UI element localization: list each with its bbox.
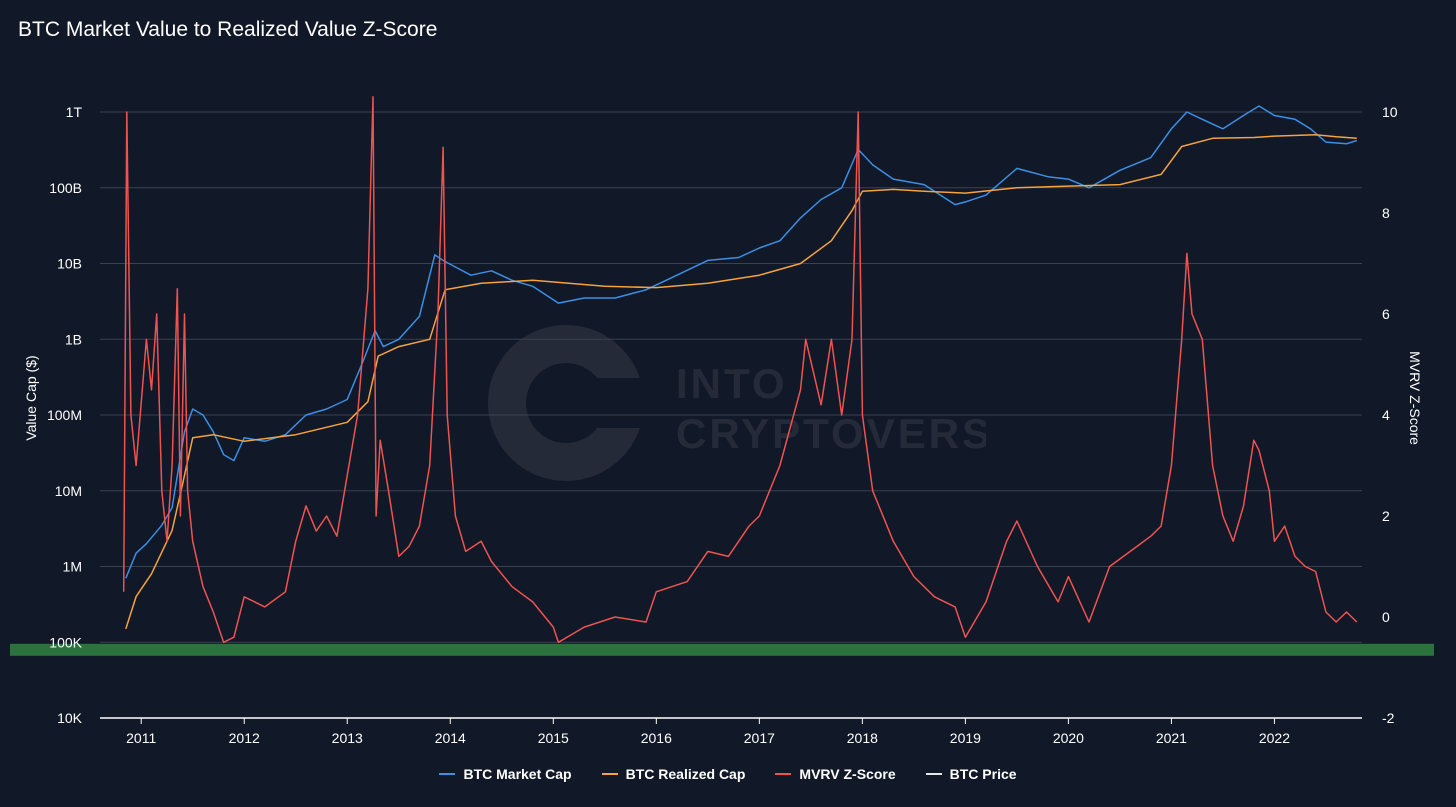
y-right-tick-label: 4	[1382, 407, 1390, 423]
watermark-line-1: INTO	[676, 360, 788, 407]
x-tick-label: 2014	[435, 730, 466, 746]
y-left-tick-label: 100M	[47, 407, 82, 423]
x-tick-label: 2019	[950, 730, 981, 746]
y-left-tick-label: 10M	[55, 483, 82, 499]
legend-item-btc-realized-cap[interactable]: BTC Realized Cap	[601, 766, 746, 782]
series-line-btc-realized-cap	[125, 134, 1357, 630]
y-left-tick-label: 100B	[49, 180, 82, 196]
y-right-tick-label: 0	[1382, 609, 1390, 625]
x-tick-label: 2021	[1156, 730, 1187, 746]
y-left-tick-label: 10B	[57, 256, 82, 272]
x-axis: 2011 2012 2013 2014 2015 2016 2017 2018 2019 2020…	[100, 717, 1362, 746]
series-line-mvrv-z-score	[122, 96, 1358, 644]
x-tick-label: 2012	[229, 730, 260, 746]
x-tick-label: 2011	[126, 730, 156, 746]
legend-label: BTC Price	[949, 766, 1017, 782]
y-axis-left: 1T 100B 10B 1B 100M 10M 1M 100K 10K	[47, 104, 83, 726]
y-left-tick-label: 1B	[65, 331, 82, 347]
green-band	[10, 643, 1434, 656]
y-right-tick-label: 6	[1382, 306, 1390, 322]
legend-swatch	[439, 773, 456, 775]
watermark-circle-icon	[488, 325, 644, 481]
watermark-line-2: CRYPTOVERSE	[676, 410, 986, 457]
y-right-tick-label: 8	[1382, 205, 1390, 221]
series-line-btc-market-cap	[125, 105, 1358, 579]
gridlines	[100, 111, 1362, 643]
y-right-tick-label: -2	[1382, 710, 1395, 726]
legend: BTC Market Cap BTC Realized Cap MVRV Z-Sco…	[0, 766, 1456, 782]
legend-item-btc-market-cap[interactable]: BTC Market Cap	[439, 766, 572, 782]
x-tick-label: 2017	[744, 730, 775, 746]
legend-swatch	[601, 773, 618, 775]
x-tick-label: 2016	[641, 730, 672, 746]
legend-label: MVRV Z-Score	[799, 766, 896, 782]
chart-title: BTC Market Value to Realized Value Z-Sco…	[18, 18, 438, 41]
y-right-tick-label: 10	[1382, 104, 1398, 120]
legend-label: BTC Market Cap	[463, 766, 572, 782]
green-band-layer	[10, 643, 1434, 656]
x-tick-label: 2022	[1259, 730, 1290, 746]
y-axis-right: 10 8 6 4 2 0 -2	[1382, 104, 1398, 726]
legend-item-mvrv-z-score[interactable]: MVRV Z-Score	[775, 766, 896, 782]
series-layer	[122, 96, 1358, 644]
y-axis-right-title: MVRV Z-Score	[1407, 351, 1423, 445]
legend-swatch	[775, 773, 792, 775]
y-left-tick-label: 1T	[66, 104, 83, 120]
x-tick-label: 2013	[332, 730, 363, 746]
legend-label: BTC Realized Cap	[625, 766, 746, 782]
x-tick-label: 2015	[538, 730, 569, 746]
y-axis-left-title: Value Cap ($)	[23, 355, 39, 440]
x-tick-label: 2020	[1053, 730, 1084, 746]
legend-swatch	[925, 773, 942, 775]
y-left-tick-label: 1M	[63, 559, 82, 575]
legend-item-btc-price[interactable]: BTC Price	[925, 766, 1017, 782]
watermark-logo: INTO CRYPTOVERSE	[488, 325, 986, 481]
x-tick-label: 2018	[847, 730, 878, 746]
y-right-tick-label: 2	[1382, 508, 1390, 524]
y-left-tick-label: 100K	[49, 634, 82, 650]
y-left-tick-label: 10K	[57, 710, 83, 726]
